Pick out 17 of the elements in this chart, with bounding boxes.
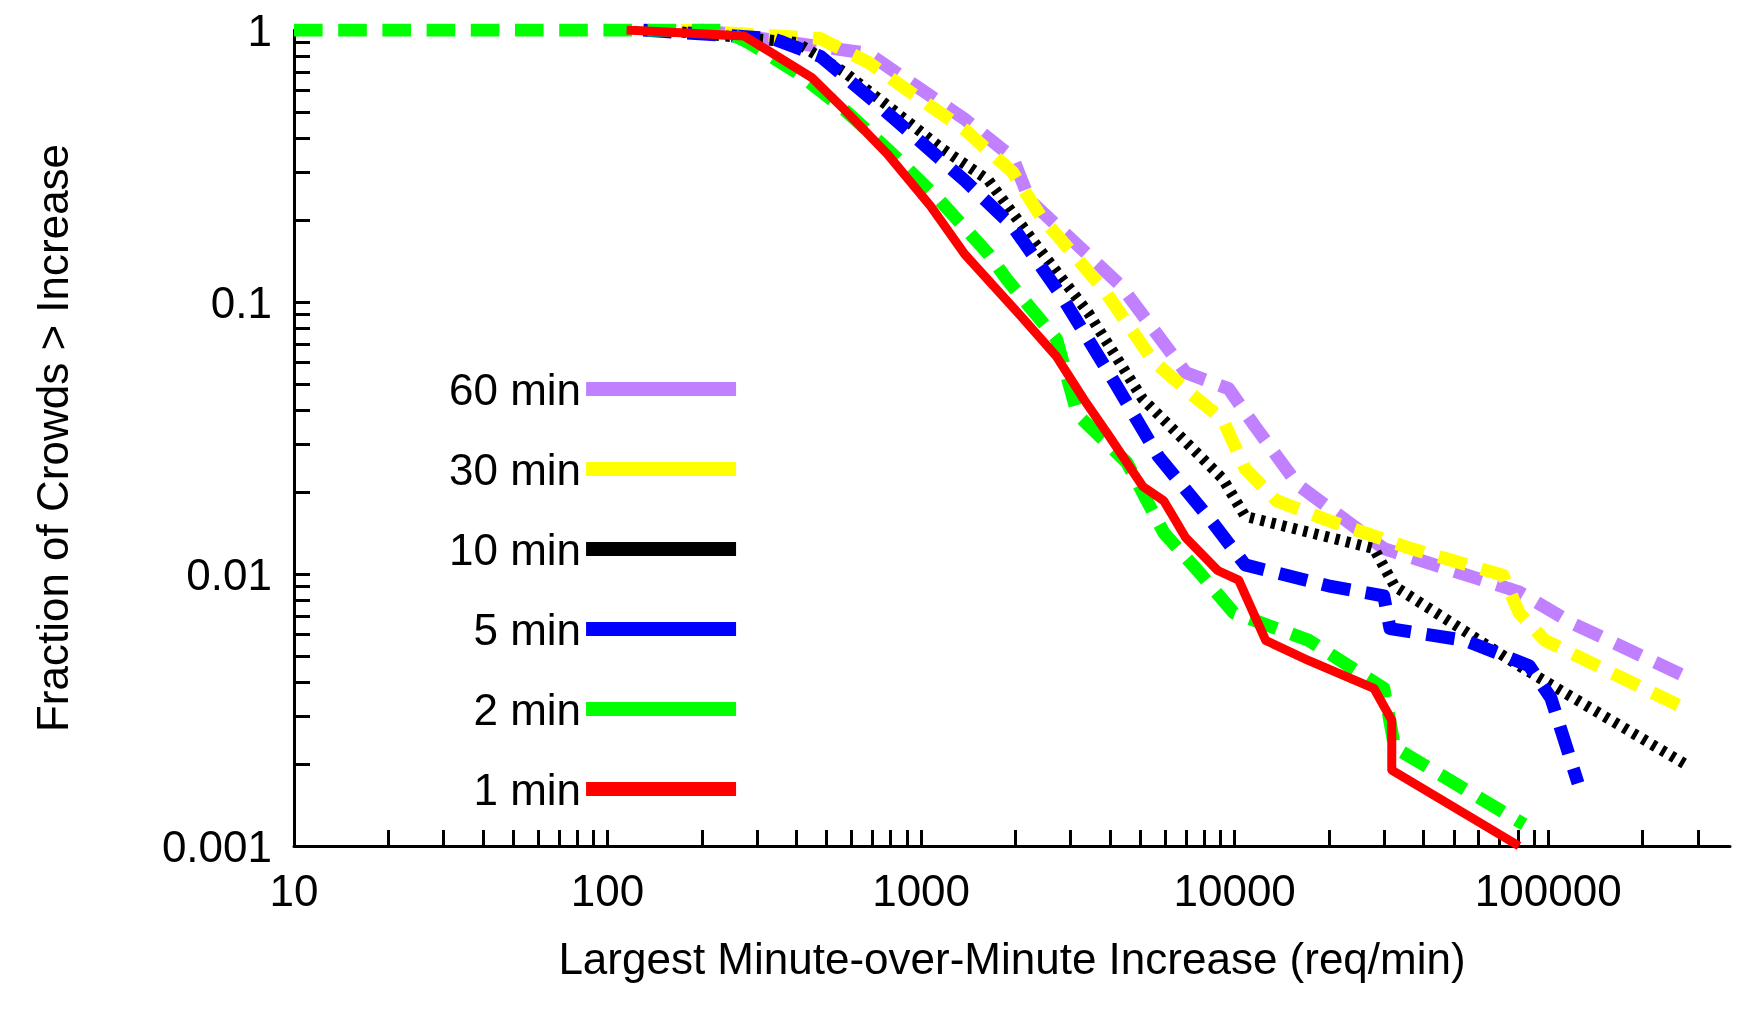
y-tick-label: 1	[247, 5, 272, 55]
x-tick-label: 100000	[1474, 865, 1622, 915]
legend-label: 1 min	[473, 764, 582, 814]
legend-label: 30 min	[448, 444, 582, 494]
x-axis-title: Largest Minute-over-Minute Increase (req/min)	[558, 933, 1466, 983]
x-tick-label: 10000	[1173, 865, 1296, 915]
x-tick-label: 100	[570, 865, 645, 915]
y-tick-label: 0.001	[161, 821, 272, 871]
y-tick-label: 0.1	[210, 277, 272, 327]
legend-label: 10 min	[448, 524, 582, 574]
y-tick-label: 0.01	[186, 549, 272, 599]
x-tick-label: 10	[269, 865, 319, 915]
x-tick-label: 1000	[872, 865, 971, 915]
y-axis-title: Fraction of Crowds > Increase	[27, 143, 77, 733]
legend-label: 2 min	[473, 684, 582, 734]
legend-label: 5 min	[473, 604, 582, 654]
legend-label: 60 min	[448, 364, 582, 414]
